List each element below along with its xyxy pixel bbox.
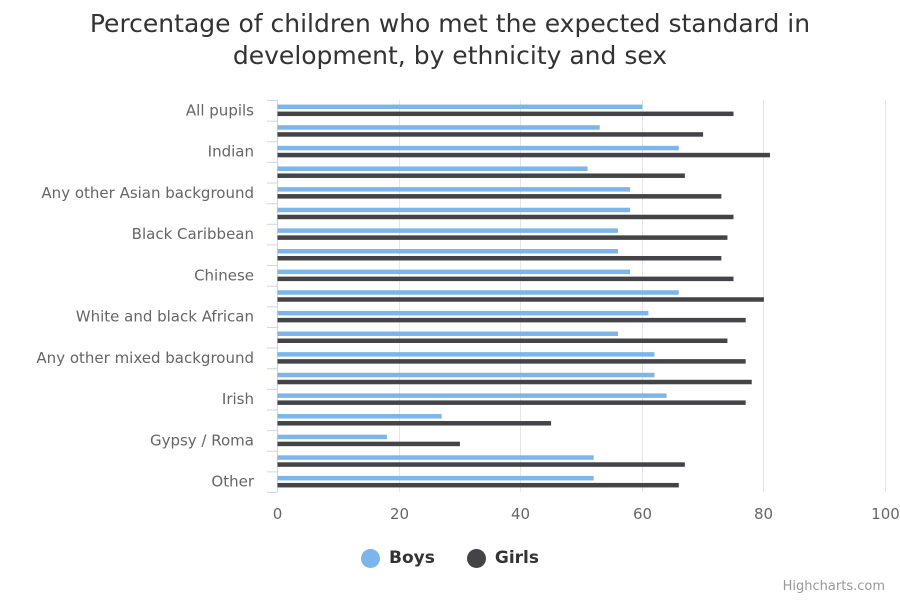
- y-category-label: Any other Asian background: [41, 184, 254, 202]
- y-category-label: Indian: [208, 143, 254, 161]
- bar-girls[interactable]: [277, 152, 770, 158]
- bar-boys[interactable]: [277, 166, 588, 171]
- bars-layer: [277, 104, 770, 488]
- grid-layer: [267, 100, 886, 493]
- bar-girls[interactable]: [277, 482, 679, 488]
- bar-boys[interactable]: [277, 228, 618, 233]
- bar-boys[interactable]: [277, 248, 618, 254]
- legend-swatch-boys: [361, 548, 381, 568]
- bar-girls[interactable]: [277, 214, 734, 220]
- y-category-label: Chinese: [194, 266, 254, 284]
- bar-girls[interactable]: [277, 276, 734, 282]
- legend-item-girls[interactable]: Girls: [466, 548, 539, 568]
- bar-boys[interactable]: [277, 414, 442, 419]
- chart-legend: Boys Girls: [0, 548, 900, 568]
- bar-girls[interactable]: [277, 359, 746, 364]
- bar-boys[interactable]: [277, 434, 387, 440]
- bar-girls[interactable]: [277, 132, 704, 137]
- x-tick-label: 40: [511, 505, 530, 523]
- bar-girls[interactable]: [277, 255, 722, 261]
- y-category-label: Black Caribbean: [132, 225, 254, 243]
- bar-boys[interactable]: [277, 475, 594, 481]
- bar-girls[interactable]: [277, 379, 752, 385]
- legend-label-boys: Boys: [389, 548, 435, 568]
- y-category-label: Irish: [222, 390, 254, 408]
- bar-girls[interactable]: [277, 317, 746, 323]
- bar-boys[interactable]: [277, 207, 631, 213]
- y-category-label: Gypsy / Roma: [150, 431, 254, 449]
- bar-boys[interactable]: [277, 290, 679, 295]
- chart-title-line-1: Percentage of children who met the expec…: [89, 9, 811, 38]
- bar-girls[interactable]: [277, 338, 728, 344]
- bar-boys[interactable]: [277, 145, 679, 151]
- bar-boys[interactable]: [277, 187, 631, 192]
- bar-boys[interactable]: [277, 125, 600, 130]
- bar-girls[interactable]: [277, 297, 764, 302]
- x-tick-label: 100: [871, 505, 900, 523]
- y-category-label: Any other mixed background: [36, 349, 254, 367]
- y-category-label: Other: [211, 473, 254, 491]
- bar-boys[interactable]: [277, 269, 631, 275]
- bar-boys[interactable]: [277, 393, 667, 398]
- bar-girls[interactable]: [277, 421, 552, 426]
- bar-girls[interactable]: [277, 235, 728, 240]
- legend-label-girls: Girls: [494, 548, 539, 568]
- bar-girls[interactable]: [277, 194, 722, 199]
- x-tick-label: 60: [633, 505, 652, 523]
- credits-link[interactable]: Highcharts.com: [782, 579, 885, 594]
- bar-boys[interactable]: [277, 352, 655, 357]
- bar-girls[interactable]: [277, 441, 460, 447]
- bar-boys[interactable]: [277, 372, 655, 378]
- y-category-label: White and black African: [76, 308, 254, 326]
- bar-boys[interactable]: [277, 104, 643, 110]
- y-category-label: All pupils: [186, 101, 254, 119]
- legend-item-boys[interactable]: Boys: [361, 548, 435, 568]
- bar-boys[interactable]: [277, 331, 618, 337]
- x-tick-label: 20: [390, 505, 409, 523]
- bar-girls[interactable]: [277, 173, 685, 178]
- bar-girls[interactable]: [277, 111, 734, 117]
- labels-layer: 0 20 40 60 80 100 All pupils Indian Any other As…: [36, 101, 899, 523]
- bar-boys[interactable]: [277, 310, 649, 316]
- bar-girls[interactable]: [277, 462, 685, 467]
- chart-title-line-2: development, by ethnicity and sex: [232, 41, 668, 70]
- chart-title: Percentage of children who met the expec…: [0, 8, 900, 72]
- x-tick-label: 80: [754, 505, 773, 523]
- bar-boys[interactable]: [277, 455, 594, 460]
- bar-girls[interactable]: [277, 400, 746, 405]
- legend-swatch-girls: [466, 548, 486, 568]
- x-tick-label: 0: [273, 505, 283, 523]
